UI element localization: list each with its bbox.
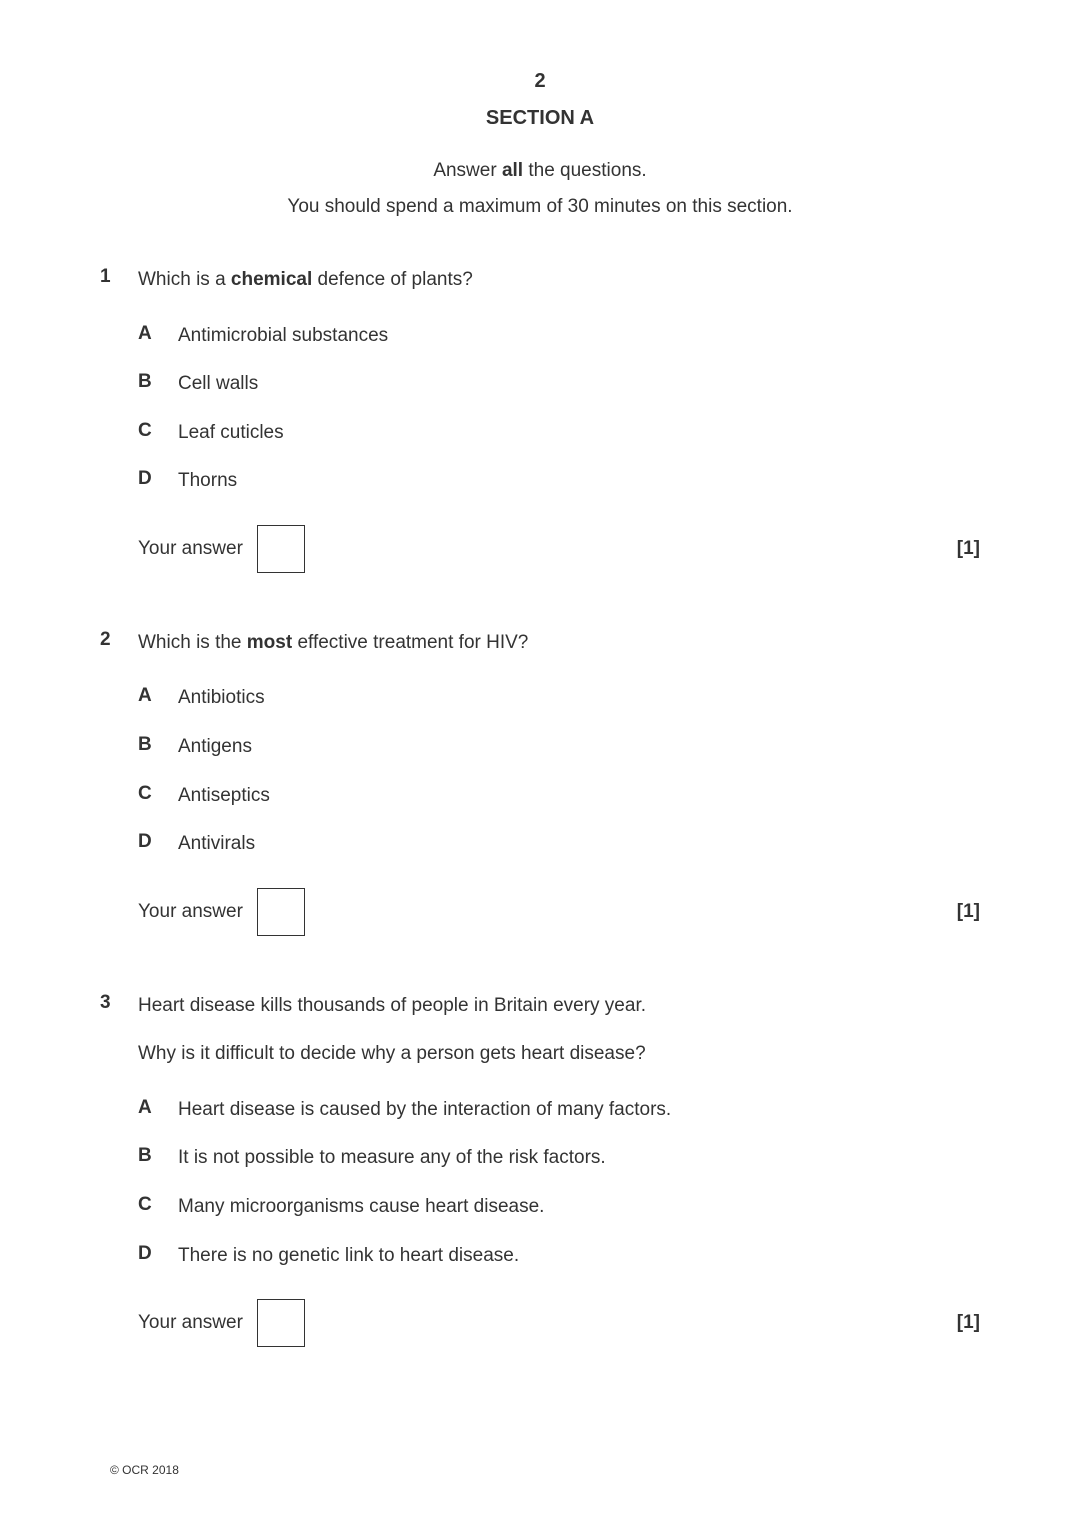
option-label: D <box>138 1243 178 1265</box>
option-text: Leaf cuticles <box>178 420 284 447</box>
instruction1-bold: all <box>502 160 523 181</box>
option-row: DAntivirals <box>138 831 980 858</box>
question-body: AAntibioticsBAntigensCAntisepticsDAntivi… <box>100 685 980 935</box>
options-list: AAntimicrobial substancesBCell wallsCLea… <box>138 323 980 495</box>
question-text: Which is a chemical defence of plants? <box>138 266 473 295</box>
option-row: CMany microorganisms cause heart disease… <box>138 1194 980 1221</box>
option-label: B <box>138 734 178 756</box>
question-text-bold: chemical <box>231 269 312 290</box>
question-number: 2 <box>100 629 138 651</box>
answer-left: Your answer <box>138 888 305 936</box>
question-text-bold: most <box>247 632 292 653</box>
option-text: Thorns <box>178 468 237 495</box>
question-body: Why is it difficult to decide why a pers… <box>100 1040 980 1347</box>
option-text: Antigens <box>178 734 252 761</box>
copyright: © OCR 2018 <box>110 1463 179 1477</box>
question-number: 3 <box>100 992 138 1014</box>
question-header: 1Which is a chemical defence of plants? <box>100 266 980 295</box>
question-number: 1 <box>100 266 138 288</box>
options-list: AAntibioticsBAntigensCAntisepticsDAntivi… <box>138 685 980 857</box>
answer-box[interactable] <box>257 888 305 936</box>
option-label: B <box>138 371 178 393</box>
option-row: BAntigens <box>138 734 980 761</box>
option-row: BCell walls <box>138 371 980 398</box>
option-text: It is not possible to measure any of the… <box>178 1145 606 1172</box>
instruction-time: You should spend a maximum of 30 minutes… <box>100 196 980 218</box>
option-text: Antimicrobial substances <box>178 323 388 350</box>
marks: [1] <box>957 1312 980 1334</box>
option-row: DThere is no genetic link to heart disea… <box>138 1243 980 1270</box>
answer-label: Your answer <box>138 1312 243 1334</box>
option-row: AHeart disease is caused by the interact… <box>138 1097 980 1124</box>
question-body: AAntimicrobial substancesBCell wallsCLea… <box>100 323 980 573</box>
question-text-pre: Heart disease kills thousands of people … <box>138 995 646 1016</box>
question-2: 2Which is the most effective treatment f… <box>100 629 980 936</box>
option-label: C <box>138 783 178 805</box>
option-label: A <box>138 685 178 707</box>
answer-left: Your answer <box>138 1299 305 1347</box>
instruction1-post: the questions. <box>523 160 647 181</box>
option-row: CLeaf cuticles <box>138 420 980 447</box>
option-text: Cell walls <box>178 371 258 398</box>
section-title: SECTION A <box>100 107 980 130</box>
question-header: 3Heart disease kills thousands of people… <box>100 992 980 1021</box>
option-label: C <box>138 1194 178 1216</box>
option-text: There is no genetic link to heart diseas… <box>178 1243 519 1270</box>
options-list: AHeart disease is caused by the interact… <box>138 1097 980 1269</box>
answer-left: Your answer <box>138 525 305 573</box>
question-text-pre: Which is a <box>138 269 231 290</box>
option-text: Heart disease is caused by the interacti… <box>178 1097 671 1124</box>
marks: [1] <box>957 901 980 923</box>
question-text-post: effective treatment for HIV? <box>292 632 528 653</box>
option-text: Many microorganisms cause heart disease. <box>178 1194 544 1221</box>
option-row: AAntimicrobial substances <box>138 323 980 350</box>
instruction-answer-all: Answer all the questions. <box>100 160 980 182</box>
marks: [1] <box>957 538 980 560</box>
option-row: CAntiseptics <box>138 783 980 810</box>
page-number: 2 <box>100 70 980 93</box>
question-1: 1Which is a chemical defence of plants? A… <box>100 266 980 573</box>
option-label: D <box>138 468 178 490</box>
answer-row: Your answer [1] <box>138 888 980 936</box>
answer-row: Your answer [1] <box>138 525 980 573</box>
question-extra-line: Why is it difficult to decide why a pers… <box>138 1040 980 1069</box>
question-text: Which is the most effective treatment fo… <box>138 629 528 658</box>
instruction1-pre: Answer <box>433 160 502 181</box>
option-label: A <box>138 1097 178 1119</box>
option-text: Antivirals <box>178 831 255 858</box>
instructions-block: Answer all the questions. You should spe… <box>100 160 980 218</box>
question-text-post: defence of plants? <box>312 269 473 290</box>
answer-box[interactable] <box>257 525 305 573</box>
question-text: Heart disease kills thousands of people … <box>138 992 646 1021</box>
question-3: 3Heart disease kills thousands of people… <box>100 992 980 1347</box>
option-row: AAntibiotics <box>138 685 980 712</box>
answer-label: Your answer <box>138 901 243 923</box>
question-header: 2Which is the most effective treatment f… <box>100 629 980 658</box>
option-label: B <box>138 1145 178 1167</box>
option-label: C <box>138 420 178 442</box>
option-row: BIt is not possible to measure any of th… <box>138 1145 980 1172</box>
answer-row: Your answer [1] <box>138 1299 980 1347</box>
option-row: DThorns <box>138 468 980 495</box>
option-label: D <box>138 831 178 853</box>
question-text-pre: Which is the <box>138 632 247 653</box>
answer-box[interactable] <box>257 1299 305 1347</box>
option-label: A <box>138 323 178 345</box>
option-text: Antibiotics <box>178 685 265 712</box>
option-text: Antiseptics <box>178 783 270 810</box>
answer-label: Your answer <box>138 538 243 560</box>
